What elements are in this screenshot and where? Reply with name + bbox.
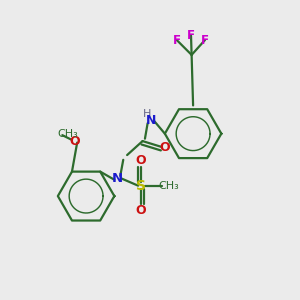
Text: O: O — [160, 140, 170, 154]
Text: CH₃: CH₃ — [158, 181, 179, 191]
Text: O: O — [136, 154, 146, 167]
Text: N: N — [112, 172, 123, 185]
Text: S: S — [136, 179, 146, 193]
Text: O: O — [69, 135, 80, 148]
Text: CH₃: CH₃ — [57, 129, 78, 139]
Text: F: F — [187, 29, 195, 42]
Text: F: F — [173, 34, 181, 46]
Text: F: F — [201, 34, 209, 46]
Text: O: O — [136, 204, 146, 218]
Text: H: H — [143, 109, 151, 119]
Text: N: N — [146, 114, 157, 127]
